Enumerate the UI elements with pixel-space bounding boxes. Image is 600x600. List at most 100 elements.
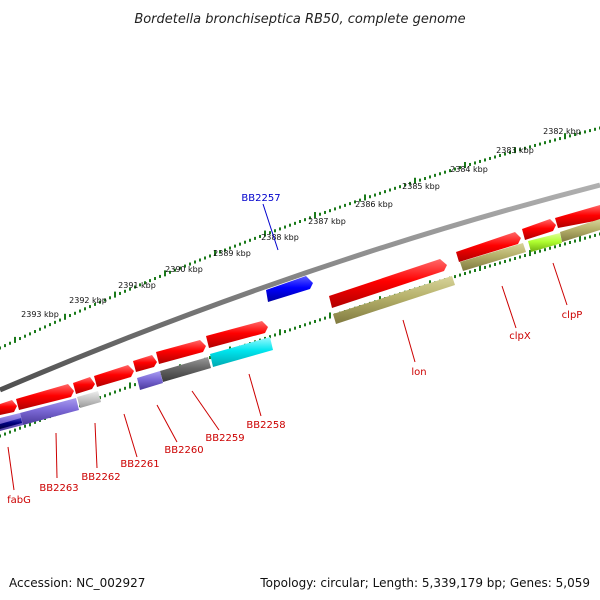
major-tick (164, 270, 166, 277)
minor-tick (534, 143, 536, 147)
major-tick (579, 235, 581, 242)
minor-tick (419, 178, 421, 182)
major-tick (264, 230, 266, 237)
minor-tick (549, 139, 551, 143)
minor-tick (519, 255, 521, 259)
minor-tick (489, 264, 491, 268)
minor-tick (189, 262, 191, 266)
gene-BB2260-cog[interactable] (137, 371, 163, 390)
cog-track (0, 219, 600, 431)
minor-tick (339, 205, 341, 209)
minor-tick (284, 330, 286, 334)
minor-tick (134, 285, 136, 289)
minor-tick (299, 325, 301, 328)
gene-BB2263-cds[interactable] (16, 384, 74, 410)
gene-BB2262-cog[interactable] (77, 391, 101, 408)
minor-tick (589, 235, 591, 239)
minor-tick (514, 256, 516, 260)
minor-tick (274, 229, 276, 233)
label-BB2257: BB2257 (241, 193, 280, 204)
minor-tick (54, 320, 56, 324)
minor-tick (9, 430, 11, 434)
minor-tick (574, 133, 576, 137)
minor-tick (114, 390, 116, 394)
minor-tick (549, 246, 551, 250)
minor-tick (59, 318, 61, 322)
major-tick (414, 177, 416, 184)
minor-tick (499, 154, 501, 157)
minor-tick (504, 259, 506, 263)
minor-tick (399, 185, 401, 189)
gene-BB2263-cog[interactable] (20, 398, 79, 425)
minor-tick (324, 316, 326, 320)
minor-tick (34, 420, 36, 424)
gene-clpP-cds[interactable] (522, 219, 556, 240)
minor-tick (194, 260, 196, 264)
minor-tick (494, 155, 496, 159)
minor-tick (19, 426, 21, 430)
minor-tick (529, 145, 531, 149)
minor-tick (444, 170, 446, 174)
gene-BB2262-cds[interactable] (73, 377, 95, 394)
minor-tick (109, 392, 111, 396)
minor-tick (319, 212, 321, 216)
label-BB2262: BB2262 (81, 472, 120, 483)
gene-fabG-cds[interactable] (0, 400, 17, 415)
gene-lon-cog[interactable] (333, 276, 455, 324)
minor-tick (149, 279, 151, 283)
minor-tick (554, 245, 556, 249)
minor-tick (519, 148, 521, 152)
minor-tick (224, 248, 226, 252)
major-tick (514, 147, 516, 154)
major-tick (64, 313, 66, 320)
label-leaders (7, 262, 568, 491)
minor-tick (439, 172, 441, 176)
minor-tick (544, 248, 546, 252)
gene-clpP-cog[interactable] (528, 233, 562, 252)
gene-clpX-cds[interactable] (456, 232, 521, 262)
minor-tick (409, 181, 411, 185)
gene-BB2258-cds[interactable] (206, 321, 268, 348)
minor-tick (269, 335, 271, 339)
minor-tick (569, 240, 571, 244)
minor-tick (259, 234, 261, 238)
gene-BB2261-cds[interactable] (94, 365, 134, 387)
minor-tick (284, 225, 286, 229)
minor-tick (574, 239, 576, 243)
minor-tick (324, 210, 326, 214)
minor-tick (539, 249, 541, 253)
gene-BB2259-cds[interactable] (156, 340, 206, 364)
label-BB2260: BB2260 (164, 445, 203, 456)
gene-lon-cds[interactable] (329, 259, 447, 308)
minor-tick (219, 250, 221, 254)
minor-tick (294, 221, 296, 225)
gene-next-cog[interactable] (560, 219, 600, 242)
gene-fabG-inner[interactable] (0, 418, 22, 429)
gene-BB2259-cog[interactable] (160, 357, 211, 382)
minor-tick (154, 277, 156, 281)
minor-tick (139, 283, 141, 287)
gene-BB2257[interactable] (266, 276, 313, 302)
gene-clpX-cog[interactable] (460, 243, 526, 271)
minor-tick (119, 291, 121, 295)
scale-label: 2392 kbp (69, 296, 107, 305)
minor-tick (474, 161, 476, 165)
minor-tick (304, 323, 306, 327)
minor-tick (289, 223, 291, 227)
minor-tick (19, 337, 21, 341)
gene-next-cds[interactable] (555, 205, 600, 228)
gene-BB2260-cds[interactable] (133, 355, 157, 372)
forward-cds-track (0, 205, 600, 415)
major-tick (564, 133, 566, 140)
gene-BB2258-cog[interactable] (210, 337, 273, 367)
minor-tick (579, 131, 581, 135)
major-tick (529, 250, 531, 257)
minor-tick (484, 265, 486, 269)
minor-tick (254, 236, 256, 240)
minor-tick (84, 307, 86, 311)
minor-tick (279, 227, 281, 231)
scale-label: 2383 kbp (496, 146, 534, 155)
minor-tick (489, 156, 491, 160)
minor-tick (589, 129, 591, 133)
accession-text: Accession: NC_002927 (9, 576, 145, 590)
